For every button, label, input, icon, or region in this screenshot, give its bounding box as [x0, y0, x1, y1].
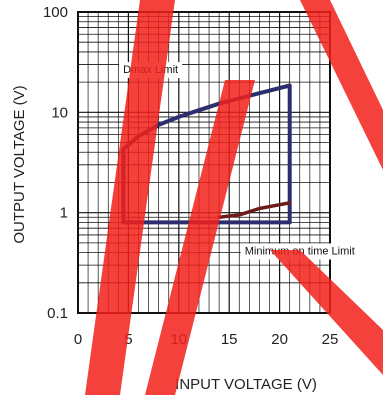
watermark-stroke: [300, 0, 383, 170]
y-axis-label: OUTPUT VOLTAGE (V): [11, 85, 28, 243]
y-tick-label: 100: [43, 4, 68, 21]
y-tick-label: 1: [60, 205, 68, 222]
watermark: [85, 0, 383, 395]
x-tick-label: 0: [74, 331, 82, 348]
watermark-stroke: [270, 250, 383, 375]
watermark-stroke: [85, 0, 175, 395]
x-tick-label: 25: [322, 331, 339, 348]
x-axis-label: INPUT VOLTAGE (V): [175, 376, 317, 393]
x-tick-label: 15: [221, 331, 238, 348]
y-tick-labels: 0.1 1 10 100: [43, 4, 68, 322]
series-line-2: [217, 201, 292, 220]
x-tick-label: 20: [271, 331, 288, 348]
x-tick-label: 5: [124, 331, 132, 348]
y-tick-label: 10: [51, 104, 68, 121]
plot-frame: [77, 11, 331, 314]
y-tick-label: 0.1: [47, 305, 68, 322]
watermark-stroke: [145, 80, 255, 395]
